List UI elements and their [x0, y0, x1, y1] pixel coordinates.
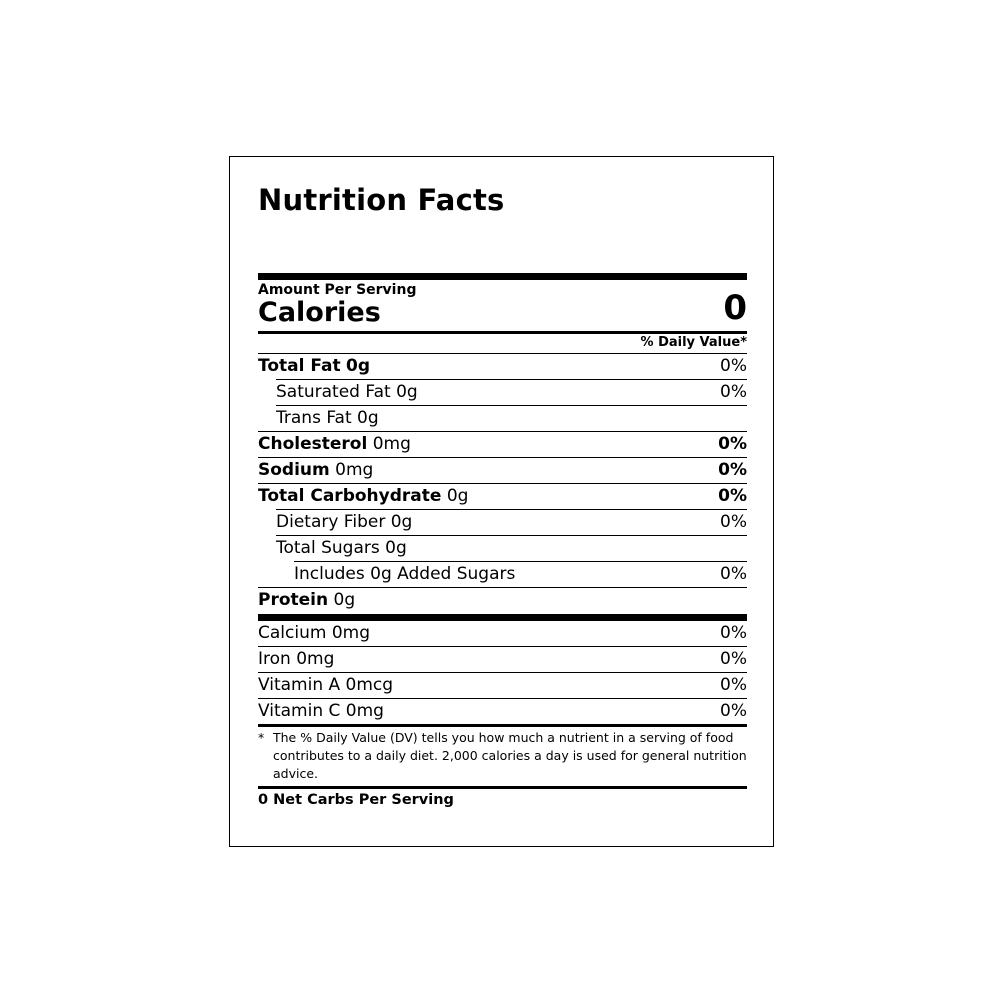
nutrient-amount: 0mg: [335, 460, 374, 480]
medium-divider: [258, 724, 747, 727]
daily-value-header: % Daily Value*: [640, 335, 747, 350]
nutrient-amount: 0g: [333, 590, 356, 610]
nutrient-amount: 0g: [357, 408, 379, 428]
nutrient-amount: 0g: [446, 486, 469, 506]
nutrient-row: Total Carbohydrate 0g 0%: [258, 483, 747, 509]
nutrition-facts-label: Nutrition Facts Amount Per Serving Calor…: [229, 156, 774, 847]
vitamin-name: Calcium 0mg: [258, 623, 370, 643]
row-divider: [258, 431, 747, 432]
nutrient-label: Trans Fat: [276, 408, 352, 428]
nutrient-name: Dietary Fiber 0g: [276, 510, 412, 535]
footnote-text: The % Daily Value (DV) tells you how muc…: [273, 730, 747, 781]
row-divider: [258, 457, 747, 458]
vitamin-daily-value: 0%: [720, 701, 747, 721]
nutrient-amount: 0g: [390, 512, 413, 532]
nutrient-amount: 0g: [396, 382, 418, 402]
thick-divider: [258, 273, 747, 280]
vitamin-row: Iron 0mg 0%: [258, 647, 747, 673]
row-divider: [276, 379, 747, 380]
nutrient-label: Total Carbohydrate: [258, 486, 442, 506]
nutrient-row: Includes 0g Added Sugars 0%: [258, 561, 747, 587]
footnote: * The % Daily Value (DV) tells you how m…: [258, 729, 747, 783]
vitamin-row: Calcium 0mg 0%: [258, 621, 747, 647]
medium-divider: [258, 331, 747, 334]
nutrient-name: Total Sugars 0g: [276, 536, 407, 561]
nutrient-label: Sodium: [258, 460, 330, 480]
vitamin-name: Vitamin C 0mg: [258, 701, 384, 721]
nutrient-daily-value: 0%: [720, 382, 747, 402]
nutrient-daily-value: 0%: [720, 356, 747, 376]
vitamin-name: Iron 0mg: [258, 649, 335, 669]
nutrient-name: Trans Fat 0g: [276, 406, 379, 431]
label-title: Nutrition Facts: [258, 183, 505, 217]
nutrient-name: Sodium 0mg: [258, 458, 373, 483]
nutrient-rows: Total Fat 0g 0% Saturated Fat 0g 0% Tran…: [258, 353, 747, 613]
vitamin-daily-value: 0%: [720, 649, 747, 669]
calories-label: Calories: [258, 297, 381, 328]
row-divider: [276, 535, 747, 536]
nutrient-row: Protein 0g: [258, 587, 747, 613]
nutrient-daily-value: 0%: [718, 460, 747, 480]
nutrient-name: Saturated Fat 0g: [276, 380, 418, 405]
nutrient-daily-value: 0%: [718, 486, 747, 506]
nutrient-daily-value: 0%: [718, 434, 747, 454]
nutrient-row: Saturated Fat 0g 0%: [258, 379, 747, 405]
vitamin-daily-value: 0%: [720, 623, 747, 643]
vitamin-name: Vitamin A 0mcg: [258, 675, 394, 695]
nutrient-name: Total Carbohydrate 0g: [258, 484, 468, 509]
vitamin-rows: Calcium 0mg 0% Iron 0mg 0% Vitamin A 0mcg 0% V…: [258, 621, 747, 724]
nutrient-label: Includes 0g Added Sugars: [294, 564, 516, 584]
vitamin-row: Vitamin C 0mg 0%: [258, 699, 747, 724]
nutrient-amount: 0g: [385, 538, 407, 558]
nutrient-name: Protein 0g: [258, 588, 355, 613]
vitamin-daily-value: 0%: [720, 675, 747, 695]
row-divider: [294, 561, 747, 562]
vitamin-row: Vitamin A 0mcg 0%: [258, 673, 747, 699]
nutrient-label: Total Sugars: [276, 538, 380, 558]
net-carbs: 0 Net Carbs Per Serving: [258, 792, 454, 808]
nutrient-amount: 0g: [345, 356, 370, 376]
row-divider: [276, 509, 747, 510]
medium-divider: [258, 786, 747, 789]
amount-per-serving: Amount Per Serving: [258, 282, 417, 298]
row-divider: [258, 353, 747, 354]
nutrient-row: Trans Fat 0g: [258, 405, 747, 431]
nutrient-row: Total Fat 0g 0%: [258, 353, 747, 379]
nutrient-amount: 0mg: [372, 434, 411, 454]
nutrient-row: Cholesterol 0mg 0%: [258, 431, 747, 457]
nutrient-daily-value: 0%: [720, 512, 747, 532]
nutrient-row: Dietary Fiber 0g 0%: [258, 509, 747, 535]
nutrient-name: Total Fat 0g: [258, 354, 370, 379]
nutrient-label: Cholesterol: [258, 434, 368, 454]
row-divider: [276, 405, 747, 406]
row-divider: [258, 587, 747, 588]
nutrient-label: Total Fat: [258, 356, 341, 376]
nutrient-daily-value: 0%: [720, 564, 747, 584]
nutrient-label: Dietary Fiber: [276, 512, 386, 532]
footnote-marker: *: [258, 730, 265, 745]
nutrient-row: Total Sugars 0g: [258, 535, 747, 561]
row-divider: [258, 483, 747, 484]
calories-value: 0: [723, 288, 747, 328]
nutrient-label: Protein: [258, 590, 329, 610]
nutrient-label: Saturated Fat: [276, 382, 391, 402]
nutrient-name: Cholesterol 0mg: [258, 432, 411, 457]
nutrient-name: Includes 0g Added Sugars: [294, 562, 515, 587]
thick-divider: [258, 614, 747, 621]
nutrient-row: Sodium 0mg 0%: [258, 457, 747, 483]
